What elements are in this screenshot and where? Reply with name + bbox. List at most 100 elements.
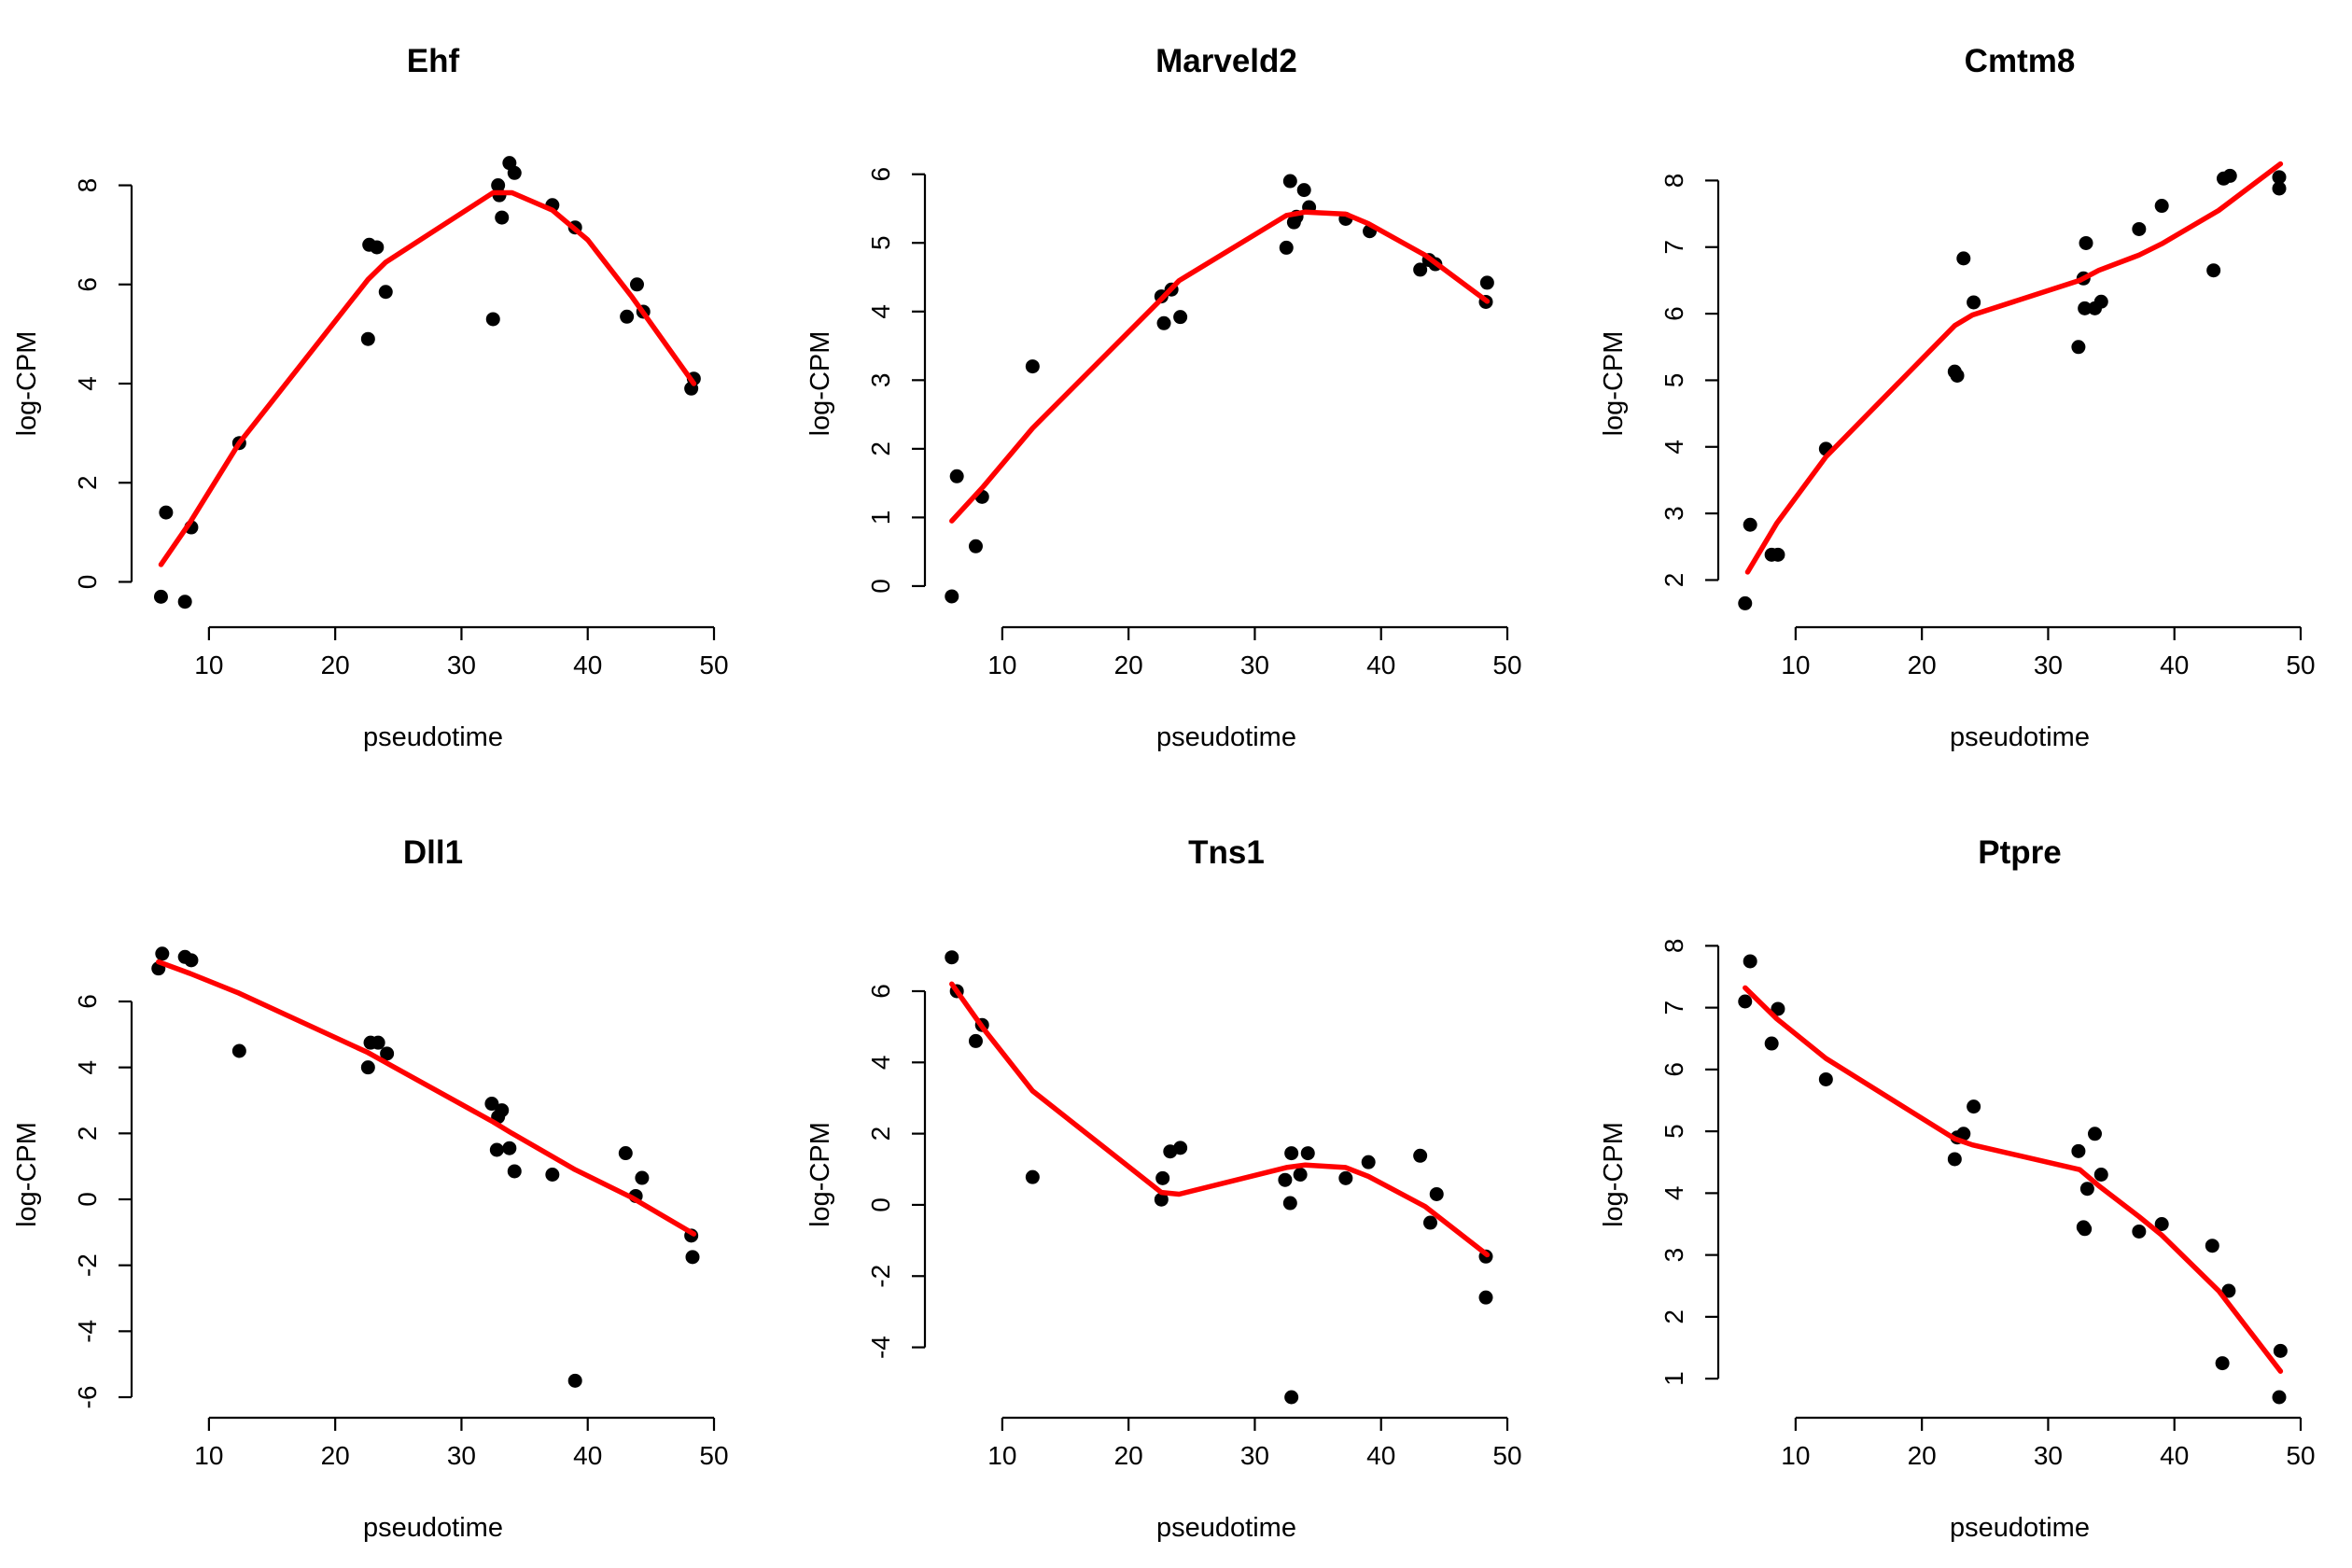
- x-tick-label: 20: [1114, 1441, 1143, 1470]
- y-tick-label: 1: [866, 511, 895, 525]
- fitted-curve: [949, 209, 1491, 524]
- x-tick-label: 10: [987, 651, 1016, 679]
- data-point: [685, 1250, 700, 1265]
- data-point: [2272, 1390, 2287, 1405]
- fitted-curve: [1744, 161, 2284, 575]
- data-point: [1764, 1036, 1779, 1051]
- x-axis-label: pseudotime: [1950, 1513, 2090, 1543]
- data-point: [1279, 240, 1294, 255]
- y-tick-label: 4: [73, 1060, 102, 1075]
- data-point: [1478, 1290, 1493, 1305]
- y-tick-label: 4: [73, 376, 102, 391]
- data-point: [2071, 1143, 2086, 1158]
- y-axis-label: log-CPM: [1599, 1122, 1629, 1227]
- data-point: [1155, 1170, 1170, 1185]
- x-tick-label: 40: [2160, 1441, 2189, 1470]
- data-point: [1743, 517, 1757, 532]
- x-tick-label: 40: [573, 651, 602, 679]
- panel-4: Dll1 10 20 30 40 50 pseudotime -6 -4 -2 0 2 4 6 log-CP…: [12, 834, 729, 1543]
- y-tick-label: -4: [866, 1336, 895, 1359]
- y-tick-label: 3: [1659, 506, 1688, 521]
- data-point: [1156, 315, 1171, 330]
- data-point: [2215, 1356, 2230, 1371]
- x-tick-label: 20: [1908, 651, 1937, 679]
- y-tick-label: -6: [73, 1386, 102, 1409]
- data-point: [2087, 1127, 2102, 1141]
- data-point: [2206, 263, 2221, 278]
- panel-title: Tns1: [1188, 834, 1265, 871]
- data-point: [968, 1033, 983, 1048]
- data-point: [635, 1170, 650, 1185]
- data-point: [2154, 1217, 2169, 1231]
- panel-title: Marveld2: [1155, 43, 1297, 79]
- y-tick-label: 6: [73, 994, 102, 1009]
- y-tick-label: 7: [1659, 1001, 1688, 1015]
- data-point: [2071, 340, 2086, 355]
- y-tick-label: 5: [866, 235, 895, 250]
- data-point: [485, 312, 500, 327]
- data-point: [495, 210, 510, 225]
- x-tick-label: 30: [447, 651, 476, 679]
- fitted-curve: [949, 981, 1491, 1258]
- data-point: [1173, 310, 1188, 325]
- panel-3: Cmtm8 10 20 30 40 50 pseudotime 2 3 4 5 6 7 8 log-CPM: [1599, 43, 2316, 752]
- data-point: [1743, 954, 1757, 969]
- y-tick-label: 0: [866, 1197, 895, 1212]
- y-axis-label: log-CPM: [1599, 331, 1629, 437]
- y-axis-label: log-CPM: [805, 1122, 835, 1227]
- data-point: [629, 277, 644, 292]
- x-tick-label: 40: [1366, 1441, 1395, 1470]
- x-tick-label: 10: [194, 651, 223, 679]
- y-tick-label: 0: [73, 1192, 102, 1207]
- data-point: [1479, 275, 1494, 290]
- data-point: [371, 1035, 385, 1050]
- y-tick-label: -4: [73, 1320, 102, 1343]
- y-tick-label: 6: [866, 167, 895, 182]
- x-tick-label: 50: [699, 1441, 728, 1470]
- x-axis-label: pseudotime: [363, 722, 503, 752]
- y-tick-label: 6: [866, 984, 895, 999]
- data-point: [1282, 174, 1297, 189]
- y-tick-label: 3: [1659, 1248, 1688, 1263]
- data-point: [2272, 170, 2287, 185]
- y-tick-label: 6: [73, 277, 102, 292]
- data-point: [1300, 1146, 1315, 1161]
- y-tick-label: 2: [866, 1127, 895, 1141]
- data-point: [2093, 294, 2108, 309]
- x-tick-label: 10: [1781, 1441, 1810, 1470]
- y-tick-label: 7: [1659, 240, 1688, 255]
- x-tick-label: 30: [447, 1441, 476, 1470]
- x-tick-label: 30: [1240, 651, 1269, 679]
- data-point: [360, 1060, 375, 1075]
- y-tick-label: 4: [866, 304, 895, 319]
- data-point: [2079, 235, 2093, 250]
- data-point: [1422, 1215, 1437, 1230]
- panel-5: Tns1 10 20 30 40 50 pseudotime -4 -2 0 2 4 6 log-CPM: [805, 834, 1522, 1543]
- y-tick-label: -2: [73, 1253, 102, 1277]
- data-point: [2132, 221, 2147, 236]
- data-point: [1284, 1146, 1299, 1161]
- data-point: [620, 309, 635, 324]
- data-point: [1771, 1001, 1785, 1016]
- x-tick-label: 40: [2160, 651, 2189, 679]
- panel-1: Ehf 10 20 30 40 50 pseudotime 0 2 4 6 8 log-CPM: [12, 43, 729, 752]
- data-point: [968, 539, 983, 553]
- data-point: [2222, 168, 2237, 183]
- x-tick-label: 20: [321, 1441, 350, 1470]
- data-point: [155, 946, 170, 961]
- data-point: [1282, 1196, 1297, 1211]
- data-point: [2079, 1182, 2094, 1197]
- data-point: [360, 331, 375, 346]
- x-axis-label: pseudotime: [1156, 1513, 1296, 1543]
- y-tick-label: -2: [866, 1265, 895, 1288]
- data-point: [1950, 368, 1965, 383]
- x-tick-label: 40: [1366, 651, 1395, 679]
- data-point: [495, 1103, 510, 1118]
- y-tick-label: 8: [1659, 939, 1688, 954]
- data-point: [2078, 301, 2093, 315]
- x-tick-label: 30: [2034, 651, 2063, 679]
- x-tick-label: 20: [1114, 651, 1143, 679]
- panel-title: Ptpre: [1978, 834, 2061, 871]
- data-point: [1154, 1192, 1169, 1207]
- data-point: [507, 165, 522, 180]
